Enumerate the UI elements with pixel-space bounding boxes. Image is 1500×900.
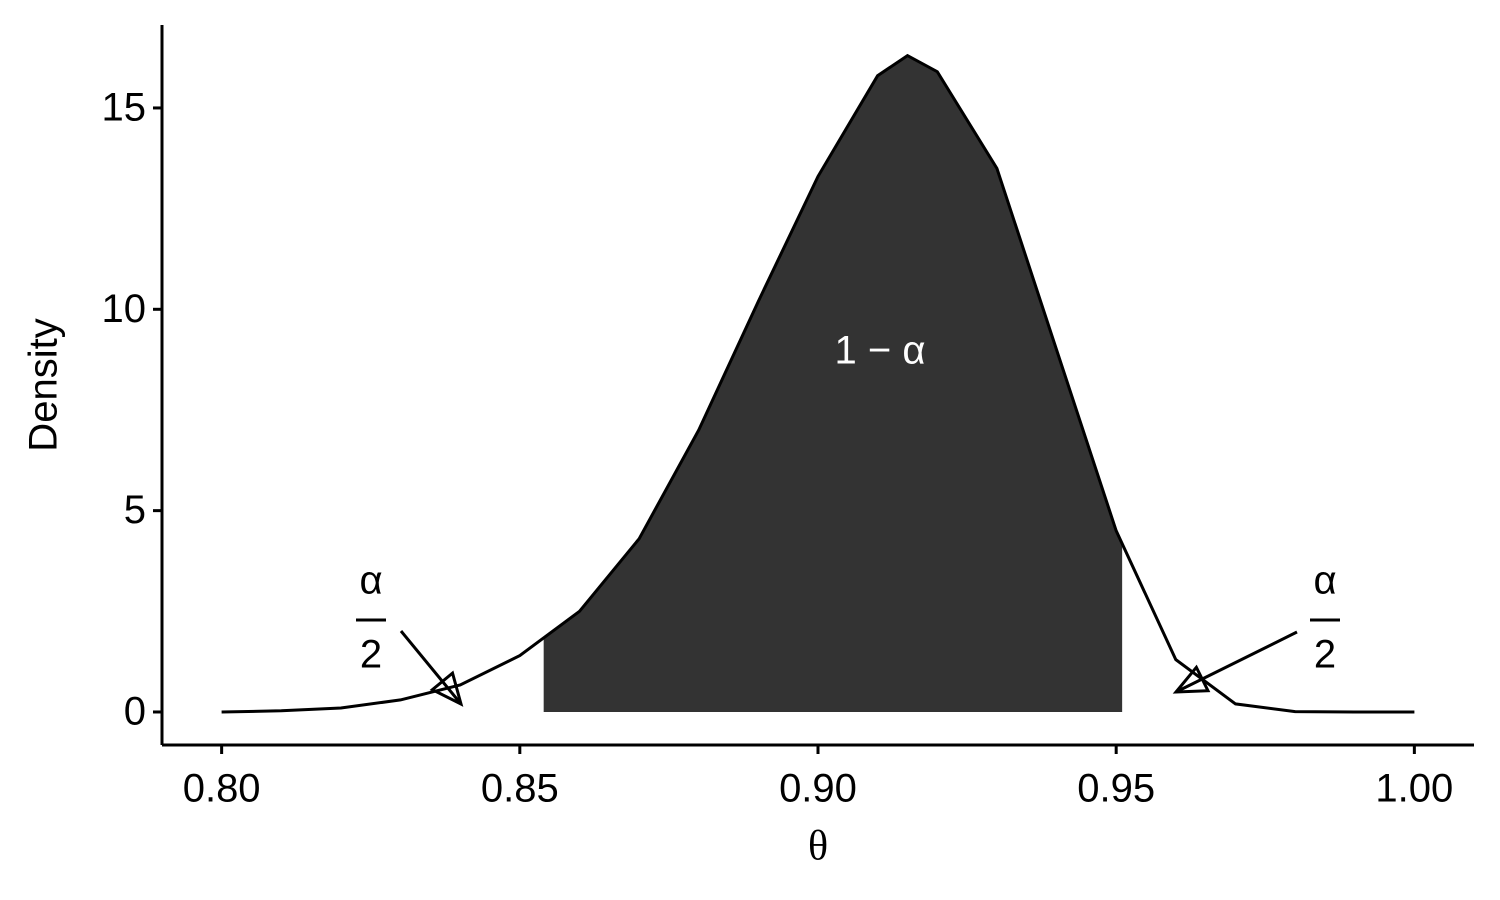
y-tick-label: 10 — [102, 287, 147, 331]
density-curve — [221, 53, 1415, 714]
x-tick-label: 0.80 — [183, 767, 261, 811]
fraction-numerator: α — [1313, 559, 1336, 603]
fraction-denominator: 2 — [360, 633, 382, 677]
arrow-head — [1172, 664, 1211, 694]
x-axis-title: θ — [808, 824, 828, 870]
x-tick-label: 0.85 — [481, 767, 559, 811]
x-tick-label: 1.00 — [1375, 767, 1453, 811]
arrow — [399, 630, 463, 705]
y-tick-label: 0 — [124, 690, 146, 734]
y-tick-label: 5 — [124, 488, 146, 532]
shaded-area — [543, 55, 1123, 712]
fraction-denominator: 2 — [1314, 633, 1336, 677]
center-annotation: 1 − α — [835, 329, 926, 373]
y-axis-title: Density — [22, 318, 66, 451]
x-tick-label: 0.95 — [1077, 767, 1155, 811]
y-tick-label: 15 — [102, 86, 147, 130]
x-tick-label: 0.90 — [779, 767, 857, 811]
arrow-head — [429, 670, 464, 707]
arrow — [1175, 630, 1298, 694]
fraction-numerator: α — [359, 559, 382, 603]
